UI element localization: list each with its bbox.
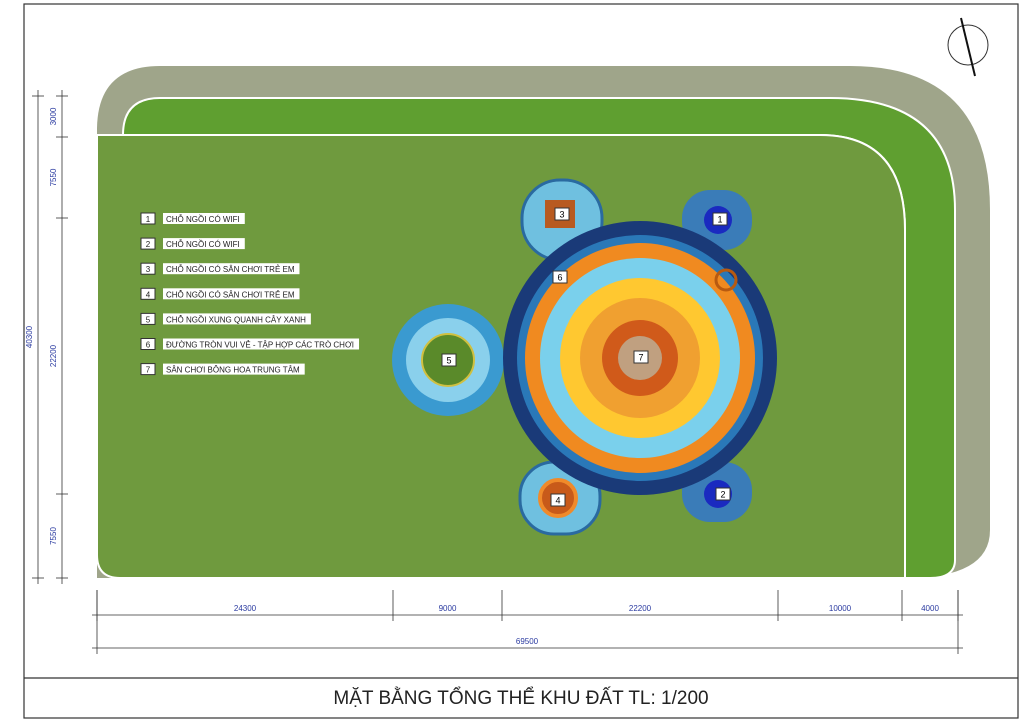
dimension-label: 10000 — [829, 604, 852, 613]
dimension-label: 3000 — [49, 107, 58, 125]
legend-number-box — [140, 312, 156, 325]
marker-number: 1 — [717, 215, 722, 225]
marker-box — [712, 212, 728, 226]
legend-label-bg — [163, 213, 245, 224]
legend-label: CHỖ NGỒI XUNG QUANH CÂY XANH — [166, 314, 306, 324]
legend-number-box — [140, 237, 156, 250]
dimension-total: 69500 — [516, 637, 539, 646]
legend-number-box — [140, 338, 156, 350]
legend-number-box — [140, 287, 156, 300]
dimension-label: 7550 — [49, 527, 58, 545]
legend-number: 2 — [146, 240, 151, 249]
dimensions: 3000 7550 22200 7550 40300 24300 9000 22200 1000… — [25, 90, 963, 654]
marker-number: 7 — [638, 353, 643, 363]
plan-markers: 1 2 3 4 5 6 7 — [441, 207, 731, 507]
legend-label-bg — [163, 288, 300, 300]
legend-number: 1 — [146, 215, 151, 224]
dimension-label: 22200 — [629, 604, 652, 613]
legend-label-bg — [163, 338, 360, 350]
legend-number: 5 — [146, 315, 151, 324]
legend-label: CHỖ NGỒI CÓ SÂN CHƠI TRẺ EM — [166, 264, 295, 274]
dimension-label: 22200 — [49, 344, 58, 367]
marker-number: 2 — [720, 490, 725, 500]
dimension-label: 4000 — [921, 604, 939, 613]
legend-number-box — [140, 363, 156, 376]
sheet-title: MẶT BẰNG TỔNG THỂ KHU ĐẤT TL: 1/200 — [333, 687, 708, 709]
marker-box — [633, 350, 649, 364]
legend-number: 6 — [146, 341, 151, 350]
dimension-label: 9000 — [439, 604, 457, 613]
north-arrow — [947, 17, 989, 77]
legend-label: ĐƯỜNG TRÒN VUI VẺ - TẬP HỢP CÁC TRÒ CHƠI — [166, 341, 354, 350]
marker-number: 3 — [559, 210, 564, 220]
marker-number: 4 — [555, 496, 560, 506]
legend-label-bg — [163, 313, 311, 325]
marker-box — [441, 353, 457, 367]
marker-box — [552, 270, 568, 284]
legend: 1 CHỖ NGỒI CÓ WIFI 2 CHỖ NGỒI CÓ WIFI 3 CHỖ N… — [140, 212, 360, 376]
legend-number-box — [140, 262, 156, 275]
legend-label: CHỖ NGỒI CÓ WIFI — [166, 239, 240, 249]
marker-number: 6 — [557, 273, 562, 283]
marker-number: 5 — [446, 356, 451, 366]
legend-label: SÂN CHƠI BÔNG HOA TRUNG TÂM — [166, 366, 300, 375]
dimension-label: 24300 — [234, 604, 257, 613]
marker-box — [715, 487, 731, 501]
legend-number: 4 — [146, 290, 151, 299]
legend-number: 3 — [146, 265, 151, 274]
marker-box — [550, 493, 566, 507]
legend-label-bg — [163, 263, 300, 275]
dimension-total: 40300 — [25, 325, 34, 348]
legend-label: CHỖ NGỒI CÓ SÂN CHƠI TRẺ EM — [166, 289, 295, 299]
legend-number: 7 — [146, 366, 151, 375]
marker-box — [554, 207, 570, 221]
legend-label-bg — [163, 363, 305, 375]
legend-number-box — [140, 212, 156, 225]
dimension-label: 7550 — [49, 168, 58, 186]
legend-label-bg — [163, 238, 245, 250]
legend-label: CHỖ NGỒI CÓ WIFI — [166, 214, 240, 224]
